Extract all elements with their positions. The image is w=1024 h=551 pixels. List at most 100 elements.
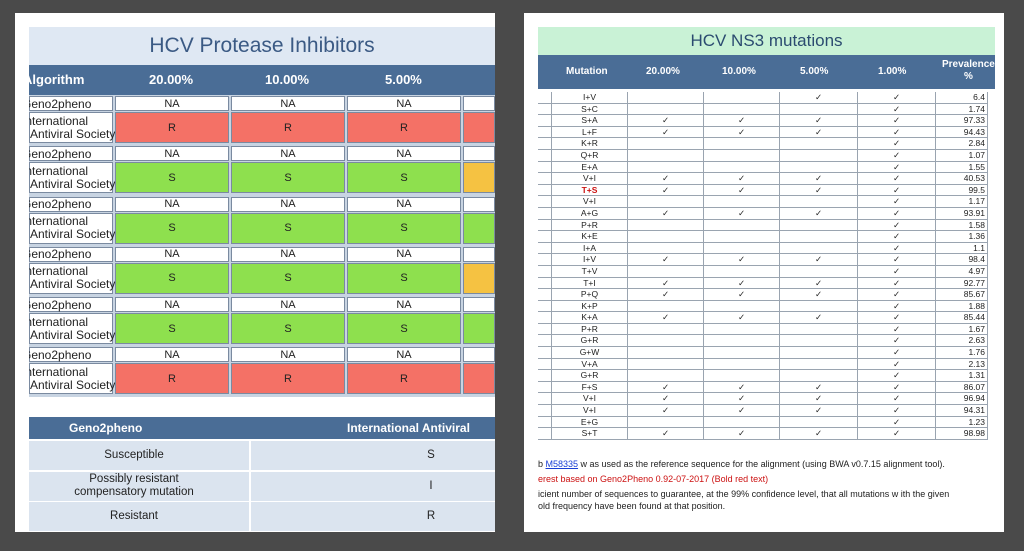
mutation-row: V+I ✓ ✓ ✓ ✓ 94.31 (538, 405, 995, 417)
check-1pct: ✓ (858, 358, 936, 371)
mutation-row: V+A ✓ 2.13 (538, 358, 995, 371)
check-1pct: ✓ (858, 277, 936, 290)
row-lead (538, 300, 552, 313)
resistance-cell-partial (463, 112, 495, 143)
check-5pct: ✓ (780, 126, 858, 139)
row-lead (538, 370, 552, 382)
row-lead (538, 207, 552, 220)
resistance-cell-partial (463, 212, 495, 244)
legend-value: S (427, 449, 435, 461)
check-10pct: ✓ (704, 393, 780, 406)
resistance-cell: R (115, 112, 229, 143)
algorithm-label: Geno2pheno (29, 146, 113, 162)
resistance-cell: S (347, 162, 461, 194)
check-5pct: ✓ (780, 115, 858, 127)
check-10pct: ✓ (704, 428, 780, 440)
check-20pct (628, 265, 704, 278)
inhibitor-group: Geno2phenoNANANAInternational Antiviral … (29, 195, 495, 246)
check-20pct (628, 335, 704, 348)
mutation-cell: S+C (552, 103, 628, 116)
check-5pct (780, 300, 858, 313)
mutation-cell: T+S (552, 184, 628, 197)
value-cell: NA (115, 96, 229, 111)
prevalence-cell: 92.77 (936, 277, 988, 290)
value-cell: NA (231, 96, 345, 111)
prevalence-cell: 1.07 (936, 149, 988, 162)
check-1pct: ✓ (858, 173, 936, 185)
check-1pct: ✓ (858, 254, 936, 266)
legend-label: Resistant (29, 502, 251, 531)
check-1pct: ✓ (858, 428, 936, 440)
value-cell-partial (463, 246, 495, 262)
check-1pct: ✓ (858, 416, 936, 429)
prevalence-cell: 98.98 (936, 428, 988, 440)
check-5pct (780, 149, 858, 162)
row-lead (538, 242, 552, 255)
resistance-cell: S (115, 262, 229, 294)
check-20pct: ✓ (628, 393, 704, 406)
mutation-row: K+E ✓ 1.36 (538, 231, 995, 243)
mutation-row: K+A ✓ ✓ ✓ ✓ 85.44 (538, 312, 995, 324)
legend-head-geno2pheno: Geno2pheno (69, 421, 143, 435)
reference-link[interactable]: M58335 (545, 459, 579, 469)
mutation-row: V+I ✓ ✓ ✓ ✓ 40.53 (538, 173, 995, 185)
check-20pct (628, 138, 704, 150)
check-20pct: ✓ (628, 184, 704, 197)
row-lead (538, 358, 552, 371)
check-5pct (780, 416, 858, 429)
check-5pct (780, 161, 858, 174)
check-1pct: ✓ (858, 347, 936, 359)
row-lead (538, 405, 552, 417)
row-lead (538, 219, 552, 232)
check-1pct: ✓ (858, 323, 936, 336)
value-cell: NA (347, 347, 461, 363)
resistance-cell-partial (463, 262, 495, 294)
check-20pct: ✓ (628, 207, 704, 220)
mutation-cell: T+I (552, 277, 628, 290)
check-20pct: ✓ (628, 126, 704, 139)
check-20pct (628, 231, 704, 243)
value-cell: NA (115, 146, 229, 162)
mutation-cell: K+R (552, 138, 628, 150)
header-mutation: Mutation (566, 66, 608, 77)
prevalence-cell: 40.53 (936, 173, 988, 185)
inhibitor-group: Geno2phenoNANANAInternational Antiviral … (29, 245, 495, 297)
check-10pct (704, 416, 780, 429)
resistance-cell: R (347, 363, 461, 395)
value-cell-partial (463, 297, 495, 313)
sheet-title: HCV Protease Inhibitors (29, 27, 495, 65)
value-cell-partial (463, 196, 495, 212)
note-reference: b M58335 w as used as the reference sequ… (538, 459, 945, 469)
row-lead (538, 196, 552, 208)
mutation-row: G+W ✓ 1.76 (538, 347, 995, 359)
table-header: Mutation 20.00% 10.00% 5.00% 1.00% Preva… (538, 55, 995, 89)
resistance-cell: R (347, 112, 461, 143)
check-5pct (780, 265, 858, 278)
header-prevalence: Prevalence% (942, 59, 995, 82)
legend-table: Geno2pheno International Antiviral Socie… (29, 417, 495, 532)
check-10pct (704, 347, 780, 359)
prevalence-cell: 2.84 (936, 138, 988, 150)
check-20pct: ✓ (628, 277, 704, 290)
prevalence-cell: 96.94 (936, 393, 988, 406)
prevalence-cell: 94.43 (936, 126, 988, 139)
prevalence-cell: 6.4 (936, 92, 988, 104)
prevalence-cell: 1.88 (936, 300, 988, 313)
mutation-cell: G+R (552, 335, 628, 348)
legend-row: Susceptible S (29, 441, 495, 470)
check-1pct: ✓ (858, 149, 936, 162)
mutation-cell: V+I (552, 173, 628, 185)
header-5pct: 5.00% (385, 72, 422, 87)
value-cell: NA (115, 347, 229, 363)
check-20pct (628, 242, 704, 255)
check-5pct: ✓ (780, 405, 858, 417)
mutation-row: F+S ✓ ✓ ✓ ✓ 86.07 (538, 381, 995, 394)
check-20pct (628, 416, 704, 429)
mutation-row: K+P ✓ 1.88 (538, 300, 995, 313)
check-1pct: ✓ (858, 289, 936, 301)
row-lead (538, 323, 552, 336)
check-5pct: ✓ (780, 254, 858, 266)
resistance-cell: R (231, 363, 345, 395)
check-10pct (704, 231, 780, 243)
row-lead (538, 393, 552, 406)
